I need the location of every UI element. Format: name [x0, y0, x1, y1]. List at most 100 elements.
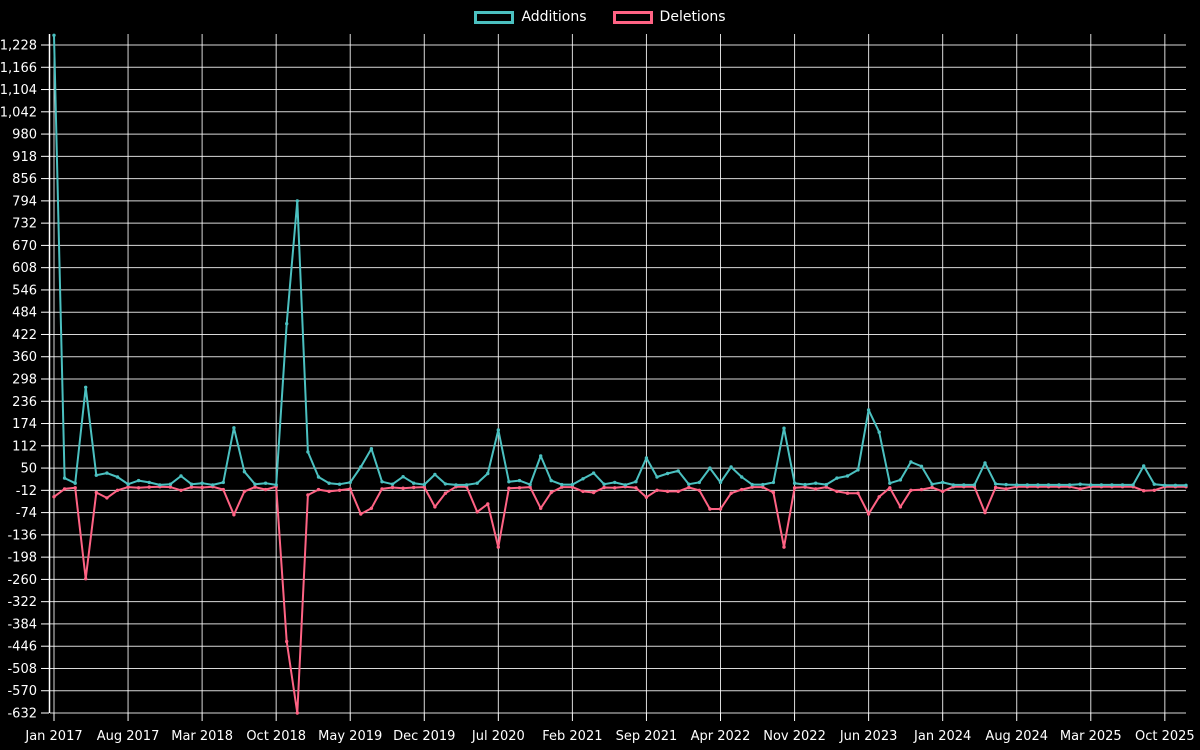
- deletions-point: [909, 488, 913, 492]
- additions-point: [62, 476, 67, 480]
- deletions-point: [782, 545, 786, 549]
- deletions-point: [613, 486, 617, 490]
- deletions-point: [750, 485, 754, 489]
- y-tick-label: 112: [12, 439, 37, 454]
- additions-point: [1089, 483, 1093, 487]
- deletions-point: [422, 485, 426, 489]
- deletions-point: [888, 486, 892, 490]
- additions-point: [761, 482, 765, 487]
- additions-point: [306, 450, 310, 454]
- additions-point: [475, 481, 479, 485]
- additions-point: [179, 474, 183, 478]
- deletions-point: [845, 491, 850, 495]
- additions-point: [105, 471, 109, 475]
- legend-item-deletions[interactable]: Deletions: [612, 8, 726, 26]
- additions-point: [634, 480, 638, 484]
- x-tick-label: Jan 2017: [24, 729, 82, 744]
- additions-point: [1120, 483, 1125, 487]
- deletions-point: [570, 485, 575, 489]
- deletions-point: [105, 496, 109, 500]
- additions-point: [1152, 482, 1157, 486]
- additions-point: [433, 472, 437, 477]
- deletions-point: [380, 487, 384, 491]
- deletions-point: [919, 487, 924, 492]
- additions-point: [1163, 483, 1167, 487]
- additions-point: [517, 478, 522, 483]
- x-tick-label: Mar 2018: [171, 729, 233, 744]
- additions-point: [909, 460, 913, 464]
- additions-point: [866, 408, 871, 412]
- additions-point: [718, 480, 723, 485]
- deletions-point: [993, 485, 998, 490]
- additions-point: [1015, 483, 1019, 487]
- y-tick-label: 298: [12, 373, 37, 388]
- deletions-point: [560, 485, 564, 489]
- deletions-point: [930, 485, 934, 490]
- additions-point: [930, 482, 934, 486]
- deletions-point: [390, 485, 395, 490]
- y-tick-label: -198: [7, 551, 37, 566]
- additions-point: [549, 478, 553, 483]
- deletions-line: [53, 485, 1186, 714]
- deletions-point: [729, 491, 733, 495]
- additions-point: [655, 475, 659, 479]
- deletions-point: [73, 486, 77, 490]
- deletions-point: [676, 489, 680, 494]
- y-tick-label: 546: [12, 283, 37, 298]
- additions-point: [1131, 483, 1135, 487]
- deletions-point: [221, 487, 225, 492]
- deletions-point: [359, 512, 363, 516]
- additions-point: [369, 447, 374, 451]
- additions-point: [1142, 464, 1146, 468]
- additions-point: [274, 483, 278, 487]
- additions-point: [401, 475, 405, 479]
- deletions-point: [337, 488, 342, 492]
- additions-point: [136, 478, 141, 483]
- deletions-point: [591, 490, 596, 495]
- deletions-point: [316, 487, 321, 492]
- additions-point: [898, 478, 903, 482]
- additions-point: [1057, 483, 1061, 487]
- chart-legend: Additions Deletions: [0, 8, 1200, 26]
- deletions-point: [835, 489, 839, 494]
- x-tick-label: Jan 2024: [913, 729, 971, 744]
- y-tick-label: 732: [12, 217, 37, 232]
- deletions-point: [1142, 489, 1146, 493]
- additions-point: [1184, 483, 1188, 487]
- deletions-point: [581, 489, 585, 494]
- deletions-point: [242, 489, 247, 494]
- deletions-point: [665, 489, 670, 494]
- deletions-point: [634, 486, 638, 490]
- y-tick-label: -570: [7, 684, 37, 699]
- additions-point: [528, 482, 532, 487]
- additions-point: [1099, 483, 1104, 487]
- deletions-point: [941, 489, 945, 494]
- y-tick-label: -12: [16, 484, 37, 499]
- additions-point: [73, 481, 77, 485]
- additions-point: [856, 468, 860, 472]
- deletions-point: [179, 488, 183, 492]
- x-tick-label: Apr 2022: [691, 729, 751, 744]
- y-tick-label: 1,104: [0, 83, 37, 98]
- deletions-point: [306, 493, 310, 497]
- y-tick-label: 608: [12, 261, 37, 276]
- additions-point: [285, 322, 289, 326]
- additions-point: [1036, 483, 1040, 487]
- deletions-point: [803, 485, 807, 489]
- legend-deletions-label: Deletions: [659, 9, 726, 25]
- additions-point: [803, 482, 807, 487]
- additions-point: [221, 480, 225, 485]
- additions-point: [623, 483, 627, 487]
- additions-point: [1110, 483, 1114, 487]
- x-tick-label: Jul 2020: [471, 729, 525, 744]
- legend-item-additions[interactable]: Additions: [474, 8, 587, 26]
- additions-point: [168, 482, 173, 486]
- x-tick-label: Jun 2023: [839, 729, 898, 744]
- x-tick-label: Mar 2025: [1060, 729, 1122, 744]
- y-tick-label: -136: [7, 528, 37, 543]
- additions-point: [824, 482, 828, 487]
- deletions-point: [1152, 488, 1157, 492]
- deletions-point: [62, 487, 67, 491]
- deletions-point: [52, 495, 56, 499]
- deletions-point: [539, 506, 543, 510]
